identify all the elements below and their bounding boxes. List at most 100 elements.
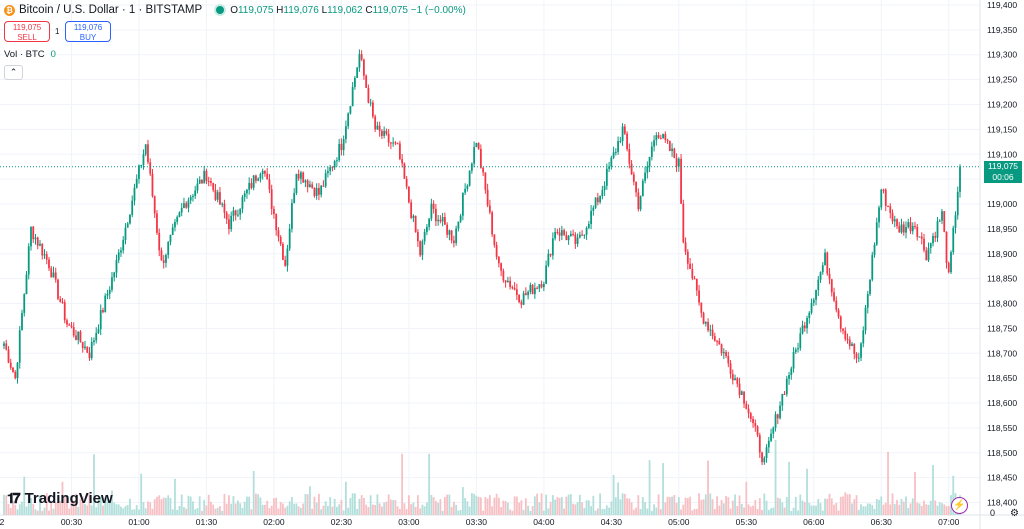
candle-body [709,329,712,331]
candle-body [142,154,145,166]
volume-bar [484,497,487,515]
chevron-up-icon[interactable]: ⌃ [4,65,23,80]
volume-bar [389,499,392,515]
candle-body [889,206,892,213]
volume-bar [257,494,260,515]
candle-body [376,125,379,130]
volume-bar [585,500,588,515]
volume-bar [671,496,673,515]
candle-body [349,106,352,114]
volume-bar [556,497,559,515]
volume-bar [228,495,230,515]
candle-body [437,219,440,222]
volume-bar [237,500,239,515]
lightning-icon[interactable]: ⚡ [951,497,968,514]
sell-button[interactable]: 119,075 SELL [4,21,50,42]
volume-bar [747,504,750,515]
volume-bar [761,509,763,515]
candle-body [77,331,80,340]
candle-body [398,143,401,160]
volume-bar [729,508,732,515]
candle-body [590,210,592,225]
candle-body [70,325,73,328]
volume-bar [482,510,485,515]
candle-body [792,352,795,369]
candle-body [842,328,844,331]
candle-body [468,170,471,186]
candle-body [336,160,338,162]
volume-bar [785,497,788,515]
candle-body [450,230,453,241]
volume-bar [603,508,606,515]
volume-bar [187,495,190,515]
volume-bar [686,498,689,515]
candle-body [158,232,161,251]
candle-body [632,174,635,182]
volume-bar [477,496,480,515]
volume-bar [936,505,939,515]
volume-bar [756,508,759,515]
volume-bar [500,507,503,515]
candle-body [439,219,442,222]
symbol-title[interactable]: Bitcoin / U.S. Dollar · 1 · BITSTAMP [19,4,203,16]
candle-body [650,146,653,157]
volume-bar [18,504,21,515]
volume-bar [934,500,937,515]
candle-body [273,208,275,215]
volume-legend[interactable]: Vol · BTC 0 [4,49,56,60]
candle-body [248,182,251,190]
candle-body [540,284,543,288]
buy-button[interactable]: 119,076 BUY [65,21,111,42]
volume-bar [230,503,233,515]
candle-body [779,405,781,419]
candle-body [576,237,579,244]
y-tick-label: 118,450 [987,473,1017,483]
y-tick-label: 119,250 [987,75,1017,85]
volume-bar [641,497,644,515]
volume-bar [853,499,856,515]
candle-body [871,254,874,280]
tradingview-logo[interactable]: 𝟏𝟕 TradingView [7,490,113,507]
candle-body [214,189,217,200]
y-tick-label: 118,550 [987,423,1017,433]
y-tick-label: 118,500 [987,448,1017,458]
bar-countdown: 00:06 [992,171,1014,182]
volume-bar [394,500,397,515]
gear-icon[interactable]: ⚙ [1010,508,1019,519]
candle-body [95,332,98,341]
volume-bar [709,493,712,515]
candle-body [230,215,233,230]
candle-body [255,175,257,181]
y-tick-label: 119,200 [987,99,1017,109]
candle-body [574,234,577,244]
candle-body [81,342,84,349]
candle-body [311,184,314,188]
candle-body [16,362,19,379]
candle-body [286,248,289,266]
candle-body [394,142,397,144]
candle-body [129,214,131,224]
candle-body [106,293,109,296]
volume-bar [925,504,928,515]
candle-body [716,340,718,342]
volume-bar [3,494,5,515]
candle-body [689,263,691,269]
volume-bar [252,470,255,515]
candle-body [720,344,723,354]
volume-bar [731,500,734,515]
candle-body [461,192,464,216]
candle-body [873,244,876,255]
volume-bar [57,502,59,515]
candle-body [183,203,185,209]
volume-bar [178,505,181,515]
y-tick-label: 119,350 [987,25,1017,35]
candle-body [423,231,426,242]
volume-bar [351,493,354,515]
candle-body [864,307,867,331]
volume-bar [491,506,494,515]
candle-body [448,230,451,235]
market-status-icon[interactable] [216,6,225,14]
volume-bar [531,506,534,515]
volume-bar [452,501,455,515]
